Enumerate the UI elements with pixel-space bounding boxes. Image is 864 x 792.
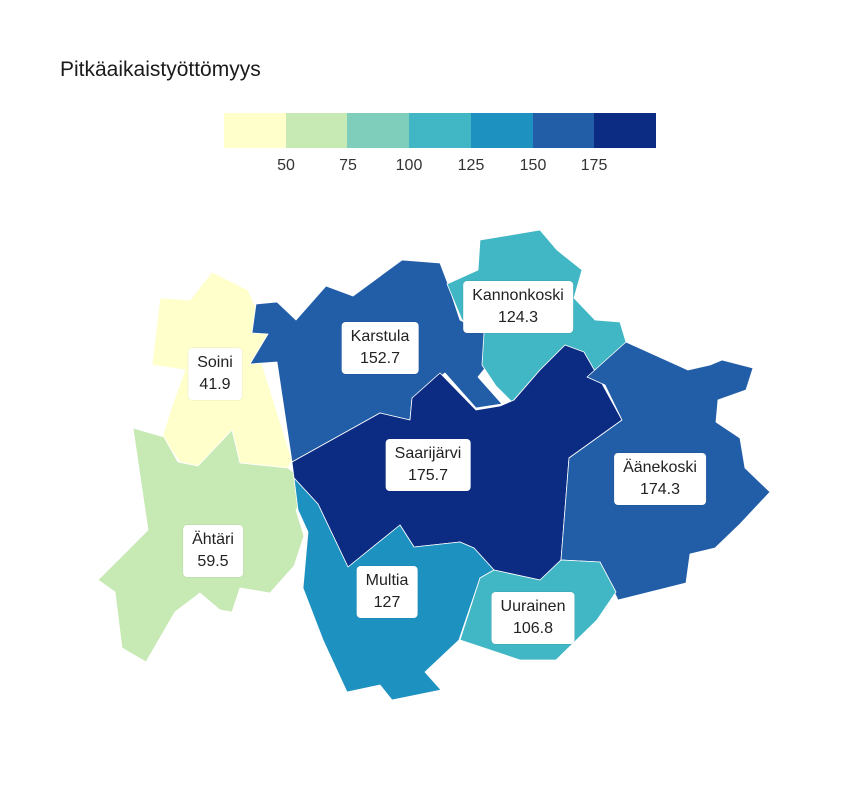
region-name: Uurainen [500, 598, 566, 615]
region-name: Multia [365, 572, 409, 589]
color-legend: 50 75 100 125 150 175 [224, 113, 657, 185]
region-label-aanekoski: Äänekoski 174.3 [614, 453, 706, 505]
legend-tick: 100 [395, 157, 423, 174]
region-name: Äänekoski [623, 459, 697, 476]
legend-tick: 50 [277, 157, 295, 174]
region-name: Saarijärvi [394, 445, 462, 462]
region-name: Ähtäri [192, 531, 234, 548]
region-name: Soini [197, 354, 233, 371]
region-value: 175.7 [407, 467, 449, 484]
legend-swatch [470, 113, 533, 148]
region-label-saarijarvi: Saarijärvi 175.7 [385, 439, 471, 491]
legend-swatches [224, 113, 657, 148]
legend-tick: 175 [580, 157, 608, 174]
legend-swatch [409, 113, 471, 148]
region-value: 174.3 [639, 481, 681, 498]
region-name: Karstula [350, 328, 410, 345]
region-value: 127 [373, 594, 401, 611]
legend-swatch [224, 113, 286, 148]
legend-swatch [594, 113, 657, 148]
legend-swatch [347, 113, 410, 148]
region-label-uurainen: Uurainen 106.8 [491, 592, 575, 644]
legend-tick: 75 [339, 157, 357, 174]
region-value: 106.8 [512, 620, 554, 637]
map-title: Pitkäaikaistyöttömyys [60, 58, 261, 81]
region-label-ahtari: Ähtäri 59.5 [183, 525, 243, 577]
region-label-multia: Multia 127 [356, 566, 418, 618]
legend-swatch [285, 113, 348, 148]
region-value: 152.7 [359, 350, 401, 367]
region-value: 41.9 [199, 376, 231, 393]
legend-tick: 150 [519, 157, 547, 174]
legend-swatch [532, 113, 595, 148]
region-label-soini: Soini 41.9 [188, 348, 242, 400]
region-label-karstula: Karstula 152.7 [341, 322, 419, 374]
region-label-kannonkoski: Kannonkoski 124.3 [463, 281, 573, 333]
legend-tick: 125 [457, 157, 485, 174]
region-value: 124.3 [497, 309, 539, 326]
region-name: Kannonkoski [472, 287, 564, 304]
region-value: 59.5 [197, 553, 229, 570]
